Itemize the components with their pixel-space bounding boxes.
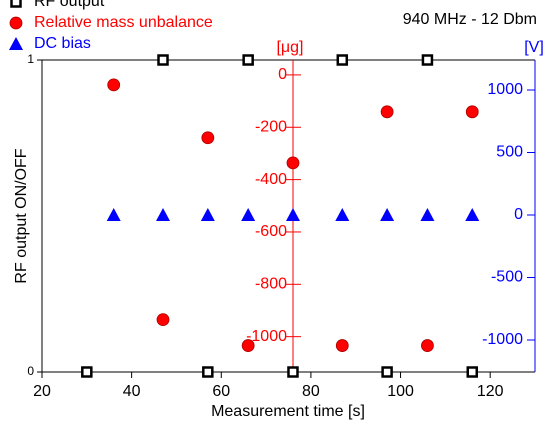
point: [242, 54, 254, 66]
point: [336, 54, 349, 66]
point: [241, 339, 255, 352]
legend-marker: [9, 16, 23, 30]
point: [157, 54, 169, 66]
x-tick-label: 120: [477, 383, 504, 400]
point: [286, 156, 300, 170]
x-tick-label: 100: [387, 383, 414, 400]
point: [81, 366, 93, 378]
point: [201, 131, 215, 145]
point: [156, 313, 170, 327]
y3-tick-label: 0: [514, 206, 523, 223]
y2-tick-label: -400: [255, 171, 287, 188]
y2-tick-label: -800: [255, 276, 287, 293]
legend-marker: [10, 0, 22, 8]
legend-label: Relative mass unbalance: [34, 14, 213, 31]
legend-marker: [9, 37, 23, 50]
x-tick-label: 20: [33, 383, 51, 400]
point: [106, 208, 121, 221]
legend-label: DC bias: [34, 35, 91, 52]
y3-tick-label: -1000: [482, 331, 523, 348]
point: [285, 208, 300, 221]
y2-tick-label: -600: [255, 223, 287, 240]
point: [420, 208, 435, 221]
point: [465, 105, 479, 119]
y3-axis-label: [V]: [524, 39, 544, 56]
x-axis-label: Measurement time [s]: [211, 403, 365, 420]
point: [107, 78, 121, 92]
y2-tick-label: -200: [255, 118, 287, 135]
y-axis-label: RF output ON/OFF: [13, 148, 30, 283]
point: [421, 54, 434, 66]
point: [202, 366, 214, 378]
point: [465, 208, 480, 221]
y2-tick-label: 0: [278, 66, 287, 83]
y2-axis-label: [μg]: [276, 39, 303, 56]
x-tick-label: 80: [302, 383, 320, 400]
point: [335, 339, 349, 352]
chart-title: 940 MHz - 12 Dbm: [403, 11, 537, 28]
y2-tick-label: -1000: [246, 328, 287, 345]
point: [287, 366, 299, 378]
point: [200, 208, 215, 221]
point: [380, 105, 394, 119]
x-tick-label: 40: [123, 383, 141, 400]
point: [381, 366, 393, 378]
x-tick-label: 60: [212, 383, 230, 400]
point: [466, 366, 479, 378]
y3-tick-label: -500: [491, 269, 523, 286]
point: [380, 208, 395, 221]
point: [421, 339, 434, 352]
point: [241, 208, 256, 221]
y-tick-label: 1: [27, 52, 34, 66]
legend-label: RF output: [34, 0, 105, 10]
y3-tick-label: 1000: [487, 81, 523, 98]
y-tick-label: 0: [27, 364, 34, 378]
point: [156, 208, 171, 221]
y3-tick-label: 500: [496, 144, 523, 161]
point: [335, 208, 350, 221]
